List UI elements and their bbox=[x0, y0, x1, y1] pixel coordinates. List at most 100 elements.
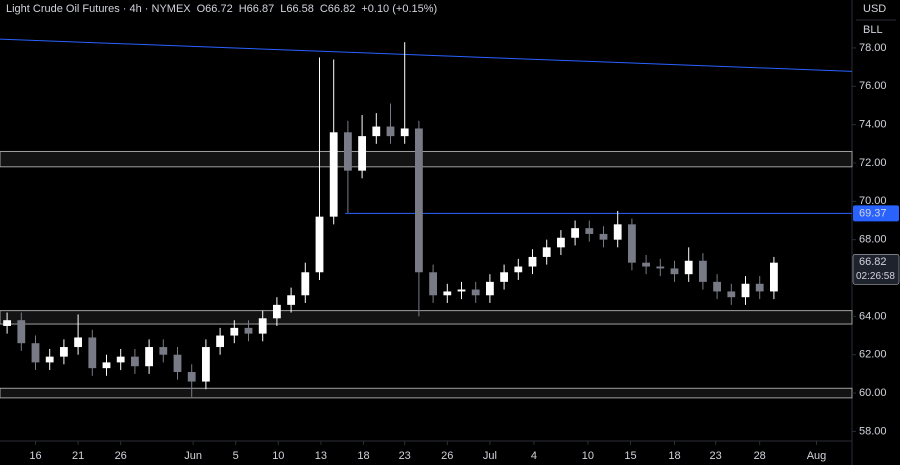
candle-body bbox=[244, 327, 253, 334]
chart-title: Light Crude Oil Futures · 4h · NYMEX bbox=[6, 3, 191, 15]
x-tick-label: Aug bbox=[807, 450, 827, 462]
y-tick-label: 74.00 bbox=[859, 119, 887, 131]
candle-body bbox=[556, 237, 565, 248]
candle-body bbox=[3, 320, 12, 326]
candle-body bbox=[542, 247, 551, 257]
x-tick-label: 10 bbox=[272, 450, 284, 462]
candle-body bbox=[741, 283, 750, 298]
candle-body bbox=[457, 289, 466, 292]
x-tick-label: 16 bbox=[29, 450, 41, 462]
candle-body bbox=[500, 272, 509, 282]
candle-body bbox=[613, 224, 622, 240]
x-tick-label: 26 bbox=[115, 450, 127, 462]
countdown: 02:26:58 bbox=[856, 271, 895, 282]
candle-body bbox=[727, 291, 736, 298]
candle-body bbox=[59, 347, 68, 357]
candle-body bbox=[386, 126, 395, 137]
candle-body bbox=[301, 272, 310, 296]
candle-body bbox=[315, 216, 324, 273]
y-tick-label: 68.00 bbox=[859, 234, 887, 246]
candle-body bbox=[585, 228, 594, 234]
candle-body bbox=[471, 289, 480, 296]
candle-body bbox=[258, 318, 267, 334]
x-tick-label: Jul bbox=[483, 450, 497, 462]
x-tick-label: 23 bbox=[399, 450, 411, 462]
y-tick-label: 58.00 bbox=[859, 425, 887, 437]
level-label-box bbox=[853, 205, 899, 222]
candle-body bbox=[514, 266, 523, 273]
candle-body bbox=[698, 260, 707, 282]
x-tick-label: 5 bbox=[233, 450, 239, 462]
candle-body bbox=[102, 362, 111, 369]
candle-body bbox=[31, 343, 40, 363]
currency[interactable]: USD bbox=[863, 3, 886, 15]
candle-body bbox=[45, 356, 54, 363]
candle-body bbox=[272, 304, 281, 319]
candle-body bbox=[145, 347, 154, 367]
x-tick-label: 13 bbox=[315, 450, 327, 462]
candle-body bbox=[343, 132, 352, 171]
candle-body bbox=[88, 337, 97, 369]
candle-body bbox=[769, 262, 778, 292]
candle-body bbox=[230, 327, 239, 336]
ohlc-value: H66.87 bbox=[239, 3, 274, 15]
candle-body bbox=[74, 337, 83, 348]
candle-body bbox=[173, 354, 182, 372]
zone bbox=[0, 150, 853, 168]
ohlc-readout: O66.72 H66.87 L66.58 C66.82 +0.10 (+0.15%) bbox=[197, 3, 438, 15]
trendline bbox=[0, 38, 853, 72]
candle-body bbox=[571, 228, 580, 238]
candle-body bbox=[287, 295, 296, 305]
price-axis-panel bbox=[852, 0, 900, 465]
candle-body bbox=[485, 281, 494, 296]
candle-body bbox=[329, 132, 338, 217]
level-label: 69.37 bbox=[859, 207, 887, 219]
candle-body bbox=[17, 320, 26, 344]
candle-body bbox=[670, 268, 679, 275]
ohlc-value: +0.10 (+0.15%) bbox=[361, 3, 437, 15]
last-price: 66.82 bbox=[859, 256, 887, 268]
candle-body bbox=[414, 128, 423, 273]
y-tick-label: 64.00 bbox=[859, 310, 887, 322]
x-tick-label: 18 bbox=[357, 450, 369, 462]
unit[interactable]: BLL bbox=[863, 24, 883, 36]
candle-body bbox=[713, 281, 722, 292]
y-tick-label: 78.00 bbox=[859, 42, 887, 54]
candle-body bbox=[372, 126, 381, 137]
candle-body bbox=[400, 128, 409, 137]
ohlc-value: C66.82 bbox=[320, 3, 355, 15]
candle-body bbox=[642, 262, 651, 267]
candle-body bbox=[528, 256, 537, 267]
candle-body bbox=[684, 260, 693, 275]
x-tick-label: 28 bbox=[754, 450, 766, 462]
ohlc-value: O66.72 bbox=[197, 3, 233, 15]
candle-body bbox=[443, 291, 452, 296]
x-tick-label: 10 bbox=[582, 450, 594, 462]
x-tick-label: 18 bbox=[668, 450, 680, 462]
candle-body bbox=[116, 356, 125, 363]
zone bbox=[0, 310, 853, 325]
candle-body bbox=[656, 266, 665, 269]
plot-area bbox=[0, 38, 853, 399]
zone bbox=[0, 387, 853, 399]
x-tick-label: 15 bbox=[624, 450, 636, 462]
x-tick-label: 26 bbox=[441, 450, 453, 462]
candle-body bbox=[187, 371, 196, 382]
y-tick-label: 62.00 bbox=[859, 349, 887, 361]
ohlc-value: L66.58 bbox=[280, 3, 314, 15]
candle-body bbox=[130, 356, 139, 367]
y-tick-label: 60.00 bbox=[859, 387, 887, 399]
candle-body bbox=[755, 283, 764, 292]
x-tick-label: 4 bbox=[531, 450, 537, 462]
x-tick-label: 21 bbox=[72, 450, 84, 462]
candle-body bbox=[627, 224, 636, 263]
y-tick-label: 72.00 bbox=[859, 157, 887, 169]
candle-body bbox=[201, 347, 210, 382]
candle-body bbox=[358, 136, 367, 171]
candle-body bbox=[429, 272, 438, 296]
candle-body bbox=[599, 233, 608, 240]
y-tick-label: 70.00 bbox=[859, 195, 887, 207]
last-price-box bbox=[852, 254, 900, 285]
candle-body bbox=[159, 347, 168, 355]
